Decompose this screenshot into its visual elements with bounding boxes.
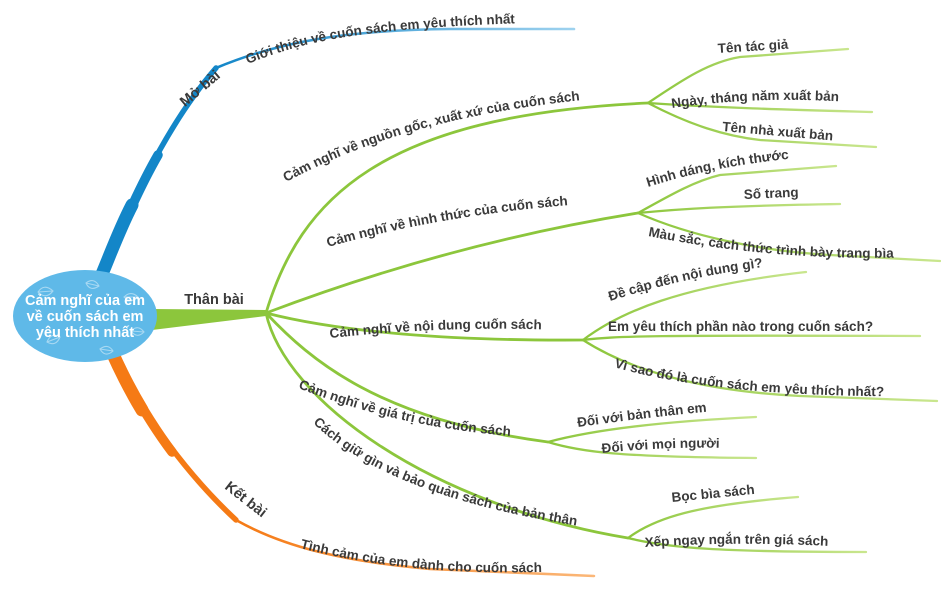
node-foreveryone[interactable]: Đối với mọi người — [601, 436, 720, 456]
node-conclusion-child[interactable]: Tình cảm của em dành cho cuốn sách — [299, 536, 542, 575]
svg-text:Đối với mọi người: Đối với mọi người — [601, 436, 720, 456]
topic-form-line — [264, 211, 640, 315]
node-favpart[interactable]: Em yêu thích phần nào trong cuốn sách? — [608, 319, 873, 334]
twig-pubdate-line — [646, 101, 874, 114]
topic-care-line — [264, 311, 630, 540]
twig-pages-line — [636, 202, 842, 215]
leaf-decoration-icon — [37, 280, 145, 355]
svg-text:Hình dáng, kích thước: Hình dáng, kích thước — [644, 147, 789, 190]
twig-shelf-line — [626, 536, 868, 554]
node-topic-care[interactable]: Cách giữ gìn và bảo quản sách của bản th… — [311, 414, 578, 528]
branch-intro — [95, 27, 576, 281]
svg-text:Cách giữ gìn và bảo quản sách: Cách giữ gìn và bảo quản sách của bản th… — [311, 414, 578, 528]
twig-forself-line — [546, 415, 758, 444]
svg-text:Cảm nghĩ về hình thức của cuốn: Cảm nghĩ về hình thức của cuốn sách — [325, 193, 568, 250]
svg-text:Em yêu thích phần nào trong cu: Em yêu thích phần nào trong cuốn sách? — [608, 319, 873, 334]
svg-text:Vì sao đó là cuốn sách em yêu: Vì sao đó là cuốn sách em yêu thích nhất… — [613, 355, 884, 399]
node-intro-label[interactable]: Mở bài — [177, 68, 224, 111]
node-why[interactable]: Vì sao đó là cuốn sách em yêu thích nhất… — [613, 355, 884, 399]
node-shelf[interactable]: Xếp ngay ngắn trên giá sách — [644, 532, 828, 550]
node-shape[interactable]: Hình dáng, kích thước — [644, 147, 789, 190]
node-author[interactable]: Tên tác giả — [717, 37, 789, 56]
node-intro-child[interactable]: Giới thiệu về cuốn sách em yêu thích nhấ… — [243, 11, 515, 66]
svg-text:Tên nhà xuất bản: Tên nhà xuất bản — [722, 119, 834, 143]
branch-conclusion — [105, 345, 596, 578]
svg-text:Cảm nghĩ về nguồn gốc, xuất xứ: Cảm nghĩ về nguồn gốc, xuất xứ của cuốn … — [280, 88, 580, 184]
node-pages[interactable]: Số trang — [743, 185, 798, 202]
central-topic-line3[interactable]: yêu thích nhất — [36, 325, 134, 341]
branch-body — [152, 47, 941, 554]
svg-text:Giới thiệu về cuốn sách em yêu: Giới thiệu về cuốn sách em yêu thích nhấ… — [243, 11, 515, 66]
conclusion-branch-root — [105, 345, 149, 417]
svg-text:Số trang: Số trang — [743, 185, 798, 202]
twig-about-line — [581, 270, 808, 342]
svg-text:Tên tác giả: Tên tác giả — [717, 37, 789, 56]
twig-shape-line — [636, 164, 838, 215]
twig-why-line — [581, 338, 939, 403]
twig-author-line — [646, 47, 850, 105]
topic-origin-line — [264, 101, 650, 315]
node-body-label[interactable]: Thân bài — [184, 292, 244, 308]
node-about[interactable]: Đề cập đến nội dung gì? — [606, 255, 763, 304]
svg-text:Xếp ngay ngắn trên giá sách: Xếp ngay ngắn trên giá sách — [644, 532, 828, 550]
twig-wrap-line — [626, 495, 800, 540]
svg-text:Tình cảm của em dành cho cuốn: Tình cảm của em dành cho cuốn sách — [299, 536, 542, 575]
body-trunk — [152, 309, 266, 330]
conclusion-child-line — [234, 518, 596, 578]
twig-cover-line — [636, 211, 941, 263]
central-topic[interactable]: Cảm nghĩ của em về cuốn sách em yêu thíc… — [13, 270, 157, 362]
topic-content-line — [264, 311, 585, 342]
node-publisher[interactable]: Tên nhà xuất bản — [722, 119, 834, 143]
svg-text:Đề cập đến nội dung gì?: Đề cập đến nội dung gì? — [606, 255, 763, 304]
central-topic-line2[interactable]: về cuốn sách em — [27, 309, 144, 325]
twig-foreveryone-line — [546, 440, 758, 460]
twig-publisher-line — [646, 101, 878, 149]
topic-value-line — [264, 311, 550, 444]
intro-branch-root — [95, 198, 139, 281]
node-topic-form[interactable]: Cảm nghĩ về hình thức của cuốn sách — [325, 193, 568, 250]
central-topic-line1[interactable]: Cảm nghĩ của em — [25, 293, 145, 309]
node-topic-origin[interactable]: Cảm nghĩ về nguồn gốc, xuất xứ của cuốn … — [280, 88, 580, 184]
intro-child-line — [214, 27, 576, 70]
twig-favpart-line — [581, 334, 922, 342]
central-ellipse[interactable] — [13, 270, 157, 362]
